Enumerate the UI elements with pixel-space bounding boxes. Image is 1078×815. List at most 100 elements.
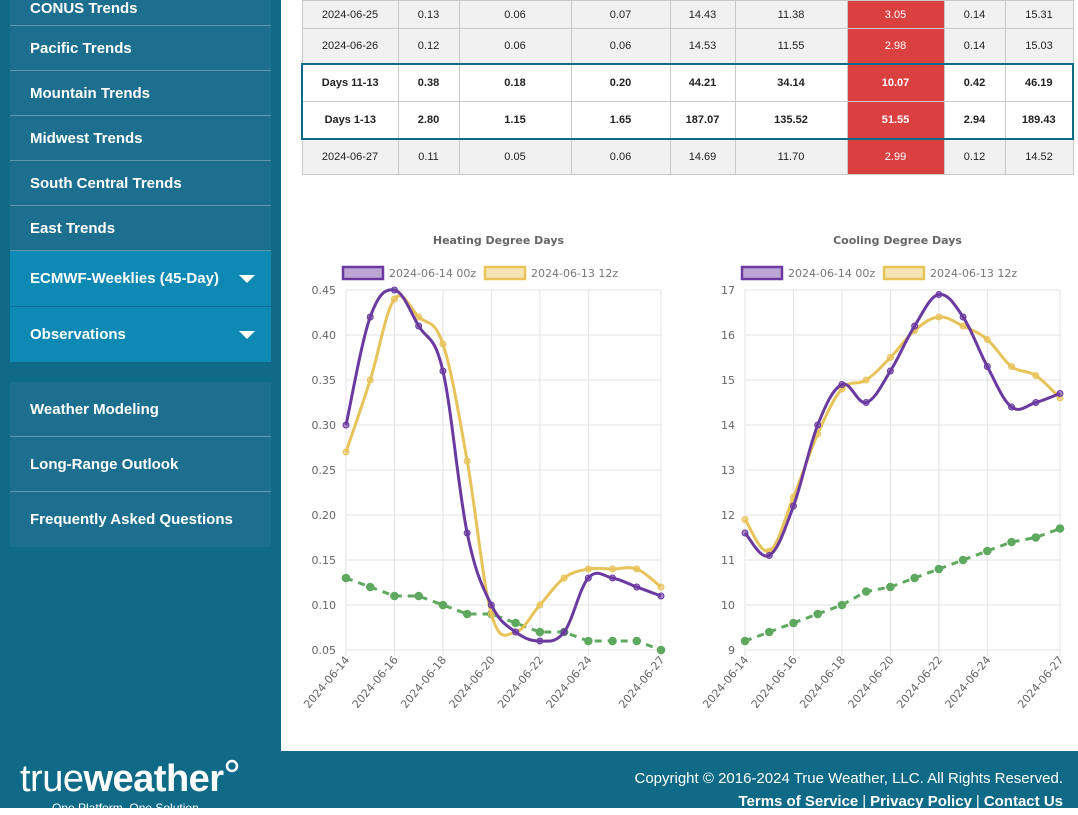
y-tick-label: 16 [721, 329, 735, 342]
data-point[interactable] [512, 628, 520, 636]
y-tick-label: 0.25 [312, 464, 337, 477]
data-point[interactable] [487, 610, 495, 618]
data-point[interactable] [862, 376, 870, 384]
legend-swatch[interactable] [483, 265, 527, 281]
nav-item-observations[interactable]: Observations [10, 307, 271, 362]
nav-item-east-trends[interactable]: East Trends [10, 206, 271, 251]
legend-swatch[interactable] [882, 265, 926, 281]
data-point[interactable] [608, 636, 617, 646]
data-point[interactable] [983, 363, 991, 370]
data-point[interactable] [910, 573, 919, 583]
data-point[interactable] [415, 322, 423, 330]
data-point[interactable] [390, 295, 398, 303]
table-cell: 2.94 [943, 101, 1006, 140]
nav-item-faq[interactable]: Frequently Asked Questions [10, 492, 271, 547]
data-point[interactable] [935, 291, 943, 298]
data-point[interactable] [341, 573, 351, 583]
data-point[interactable] [342, 448, 350, 456]
data-point[interactable] [657, 583, 665, 591]
data-point[interactable] [584, 574, 592, 582]
data-point[interactable] [609, 574, 617, 582]
data-point[interactable] [584, 565, 592, 573]
data-point[interactable] [632, 636, 642, 646]
nav-item-south-central-trends[interactable]: South Central Trends [10, 161, 271, 206]
data-point[interactable] [656, 645, 666, 655]
nav-item-weather-modeling[interactable]: Weather Modeling [10, 382, 271, 437]
data-point[interactable] [1055, 524, 1065, 533]
data-point[interactable] [789, 618, 798, 628]
table-cell: 0.05 [458, 138, 572, 175]
data-point[interactable] [765, 552, 773, 559]
data-point[interactable] [462, 609, 472, 619]
data-point[interactable] [959, 313, 967, 321]
data-point[interactable] [837, 600, 847, 610]
data-point[interactable] [741, 529, 749, 537]
data-point[interactable] [1056, 390, 1064, 397]
nav-item-conus-trends[interactable]: CONUS Trends [10, 0, 271, 26]
data-point[interactable] [390, 591, 399, 601]
privacy-policy-link[interactable]: Privacy Policy [870, 793, 972, 810]
data-point[interactable] [741, 516, 749, 523]
nav-item-long-range-outlook[interactable]: Long-Range Outlook [10, 437, 271, 492]
data-point[interactable] [935, 313, 943, 321]
data-point[interactable] [886, 354, 894, 361]
nav-item-pacific-trends[interactable]: Pacific Trends [10, 26, 271, 71]
data-point[interactable] [439, 340, 447, 348]
data-point[interactable] [609, 565, 617, 573]
nav-item-mountain-trends[interactable]: Mountain Trends [10, 71, 271, 116]
data-point[interactable] [439, 367, 447, 375]
data-point[interactable] [911, 322, 919, 330]
data-point[interactable] [983, 546, 992, 556]
data-point[interactable] [813, 609, 822, 619]
data-point[interactable] [560, 628, 568, 636]
data-point[interactable] [1032, 399, 1040, 406]
data-point[interactable] [584, 636, 593, 646]
data-point[interactable] [862, 399, 870, 406]
data-point[interactable] [983, 336, 991, 343]
data-point[interactable] [764, 627, 774, 637]
legend-swatch[interactable] [740, 265, 784, 281]
data-point[interactable] [886, 367, 894, 375]
data-point[interactable] [487, 601, 495, 609]
data-point[interactable] [536, 637, 544, 645]
data-point[interactable] [511, 618, 520, 628]
data-point[interactable] [838, 381, 846, 388]
data-point[interactable] [366, 313, 374, 321]
data-point[interactable] [633, 565, 641, 573]
data-point[interactable] [342, 421, 350, 429]
data-point[interactable] [633, 583, 641, 591]
data-point[interactable] [814, 421, 822, 429]
chart-title: Heating Degree Days [433, 234, 565, 247]
data-point[interactable] [438, 600, 448, 610]
data-point[interactable] [789, 502, 797, 510]
data-point[interactable] [414, 591, 423, 601]
data-point[interactable] [1032, 372, 1040, 379]
legend-swatch[interactable] [341, 265, 385, 281]
data-point[interactable] [740, 636, 750, 646]
contact-us-link[interactable]: Contact Us [983, 793, 1063, 810]
data-point[interactable] [536, 601, 544, 609]
data-point[interactable] [535, 627, 545, 637]
data-point[interactable] [958, 555, 968, 565]
data-point[interactable] [1008, 363, 1016, 370]
nav-item-midwest-trends[interactable]: Midwest Trends [10, 116, 271, 161]
table-cell: 14.69 [669, 138, 736, 175]
data-point[interactable] [657, 592, 665, 600]
data-point[interactable] [1031, 533, 1041, 542]
data-point[interactable] [934, 564, 944, 574]
data-point[interactable] [366, 376, 374, 384]
data-point[interactable] [463, 529, 471, 537]
data-point[interactable] [959, 322, 967, 330]
data-point[interactable] [861, 587, 871, 596]
data-point[interactable] [560, 574, 568, 582]
terms-of-service-link[interactable]: Terms of Service [738, 793, 859, 810]
data-point[interactable] [415, 313, 423, 321]
data-point[interactable] [463, 457, 471, 465]
data-point[interactable] [390, 286, 398, 294]
data-point[interactable] [365, 582, 375, 592]
data-point[interactable] [886, 582, 895, 592]
nav-item-ecmwf-weeklies[interactable]: ECMWF-Weeklies (45-Day) [10, 251, 271, 307]
trueweather-logo[interactable]: trueweather [20, 759, 238, 799]
data-point[interactable] [1008, 403, 1016, 411]
data-point[interactable] [1007, 537, 1016, 547]
